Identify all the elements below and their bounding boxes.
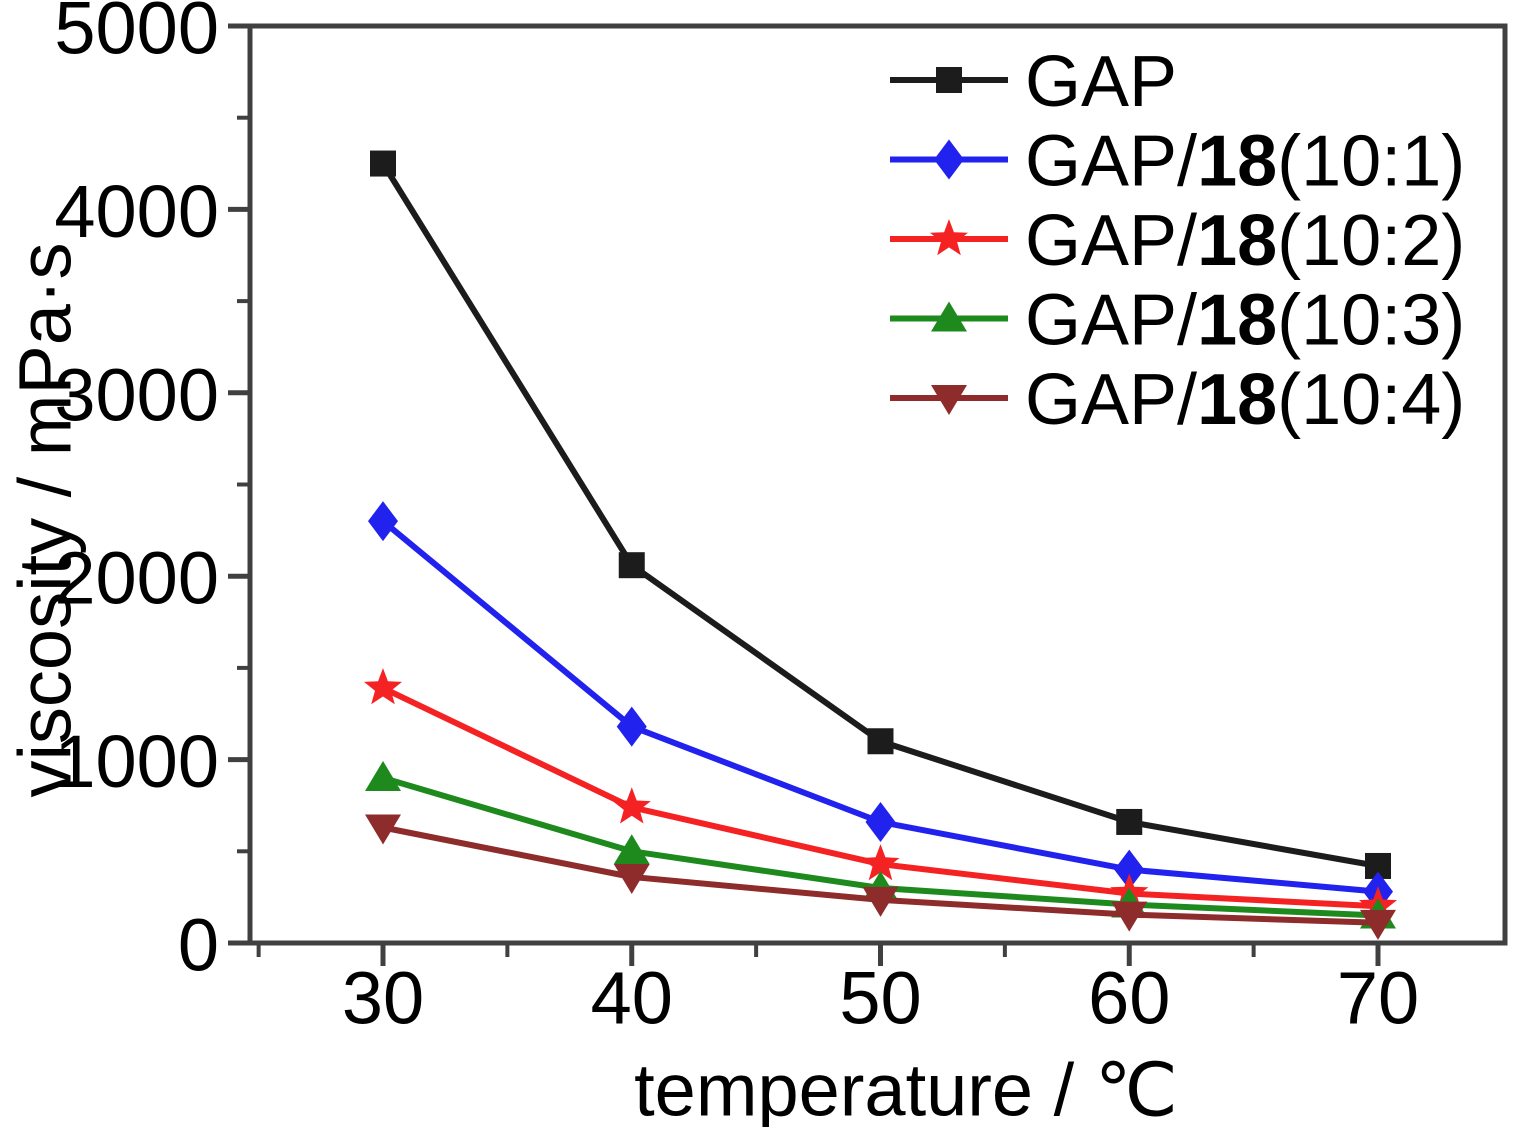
legend-triangle-up-icon — [931, 301, 967, 332]
diamond-marker — [368, 501, 398, 542]
legend-star-icon — [930, 219, 968, 256]
triangle-down-marker — [1360, 909, 1396, 940]
star-marker — [612, 787, 651, 824]
diamond-marker — [1114, 849, 1145, 890]
x-tick-label: 50 — [839, 957, 921, 1040]
legend-square-icon — [936, 67, 962, 93]
x-axis-title: temperature / ℃ — [634, 1049, 1178, 1128]
y-tick-label: 4000 — [54, 170, 219, 253]
legend-label: GAP/18(10:1) — [1025, 122, 1465, 202]
star-marker — [364, 668, 402, 705]
y-tick-label: 5000 — [54, 0, 219, 70]
legend-diamond-icon — [934, 139, 964, 180]
triangle-down-marker — [365, 814, 401, 845]
star-marker — [861, 844, 900, 881]
y-tick-label: 0 — [178, 904, 219, 987]
legend-item: GAP — [890, 42, 1177, 122]
legend-label: GAP/18(10:2) — [1025, 201, 1465, 281]
triangle-down-marker — [613, 863, 650, 894]
y-tick-label: 3000 — [54, 353, 219, 436]
triangle-up-marker — [365, 760, 401, 791]
square-marker — [370, 150, 396, 177]
legend-label: GAP/18(10:4) — [1025, 360, 1465, 440]
y-tick-label: 1000 — [54, 720, 219, 803]
legend-item: GAP/18(10:2) — [890, 201, 1465, 281]
square-marker — [618, 552, 645, 579]
x-tick-label: 70 — [1337, 957, 1419, 1040]
diamond-marker — [865, 801, 896, 842]
legend-label: GAP — [1025, 42, 1177, 122]
square-marker — [867, 728, 894, 755]
legend-item: GAP/18(10:4) — [890, 360, 1465, 440]
triangle-down-marker — [1111, 901, 1148, 932]
x-tick-label: 40 — [591, 957, 673, 1040]
x-tick-label: 30 — [342, 957, 424, 1040]
legend-triangle-down-icon — [931, 385, 967, 415]
x-tick-label: 60 — [1088, 957, 1170, 1040]
triangle-up-marker — [613, 834, 650, 865]
legend-item: GAP/18(10:3) — [890, 281, 1465, 361]
triangle-down-marker — [862, 886, 899, 917]
y-axis-title: viscosity / mPa·s — [4, 242, 87, 797]
legend-label: GAP/18(10:3) — [1025, 281, 1465, 361]
diamond-marker — [616, 706, 647, 747]
square-marker — [1116, 808, 1143, 835]
y-tick-label: 2000 — [54, 537, 219, 620]
legend-item: GAP/18(10:1) — [890, 122, 1465, 202]
